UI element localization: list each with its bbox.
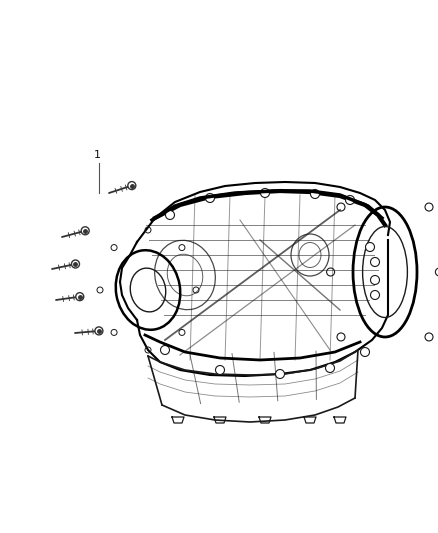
Circle shape — [346, 196, 354, 205]
Circle shape — [261, 189, 269, 198]
Circle shape — [371, 257, 379, 266]
Text: 1: 1 — [93, 150, 100, 160]
Circle shape — [325, 364, 335, 373]
Circle shape — [81, 227, 89, 235]
Circle shape — [95, 327, 103, 335]
Circle shape — [360, 348, 370, 357]
Circle shape — [71, 260, 79, 268]
Circle shape — [371, 290, 379, 300]
Circle shape — [276, 369, 285, 378]
Circle shape — [365, 243, 374, 252]
Circle shape — [215, 366, 225, 375]
Circle shape — [128, 182, 136, 190]
Circle shape — [371, 276, 379, 285]
Circle shape — [166, 211, 174, 220]
Circle shape — [160, 345, 170, 354]
Circle shape — [76, 293, 84, 301]
Circle shape — [205, 193, 215, 203]
Circle shape — [311, 190, 319, 198]
